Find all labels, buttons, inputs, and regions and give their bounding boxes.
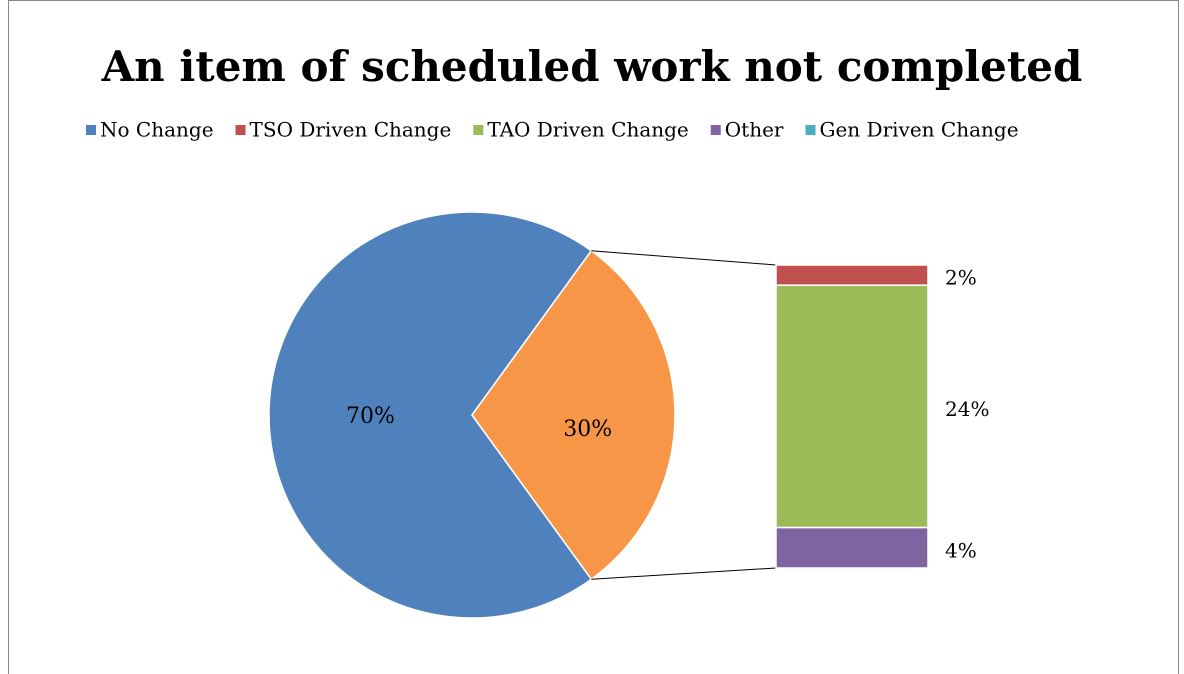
- pie-slice: [471, 249, 676, 581]
- legend-swatch: [805, 125, 816, 135]
- connector: [591, 250, 777, 266]
- legend-swatch: [235, 125, 246, 135]
- legend-swatch: [473, 125, 484, 135]
- legend-label: TSO Driven Change: [250, 118, 452, 142]
- legend-label: Other: [725, 118, 784, 142]
- legend-swatch: [86, 125, 96, 135]
- legend-label: No Change: [100, 118, 214, 142]
- chart-title: An item of scheduled work not completed: [101, 42, 1083, 91]
- pie-label: 30%: [563, 417, 612, 442]
- legend-swatch: [710, 125, 721, 135]
- pie-label: 70%: [346, 404, 395, 429]
- bar-label: 2%: [945, 266, 977, 290]
- connector: [591, 567, 777, 580]
- bar-segment: [775, 526, 929, 569]
- bar-label: 4%: [945, 538, 977, 562]
- bar-segment: [775, 284, 929, 529]
- pie-slice: [268, 211, 593, 619]
- legend-label: Gen Driven Change: [819, 118, 1018, 142]
- bar-label: 24%: [945, 397, 989, 421]
- bar-segment: [775, 264, 929, 286]
- legend-label: TAO Driven Change: [487, 118, 688, 142]
